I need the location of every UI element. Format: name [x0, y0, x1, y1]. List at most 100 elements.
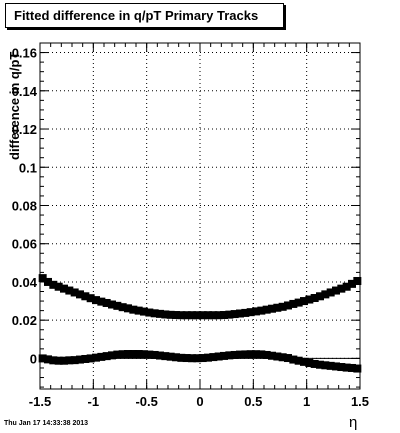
data-point-series-1	[44, 277, 52, 286]
data-point-series-2	[284, 354, 292, 363]
y-tick-label: 0.06	[12, 237, 37, 252]
data-point-series-2	[172, 353, 180, 362]
data-point-series-1	[140, 307, 148, 316]
data-point-series-2	[241, 350, 250, 359]
data-point-series-2	[76, 355, 84, 364]
data-point-series-1	[198, 311, 207, 320]
data-point-series-1	[305, 295, 314, 304]
x-axis-label: η	[349, 414, 358, 431]
y-tick-label: 0.16	[12, 46, 37, 61]
data-point-series-2	[198, 354, 207, 363]
data-point-series-2	[60, 356, 68, 365]
data-point-series-2	[310, 359, 319, 368]
data-point-series-1	[65, 286, 74, 295]
chart-title: Fitted difference in q/pT Primary Tracks	[5, 3, 284, 28]
data-point-series-2	[113, 350, 122, 359]
data-point-series-2	[273, 352, 282, 361]
data-point-series-2	[337, 363, 346, 372]
data-point-series-2	[177, 353, 186, 362]
data-point-series-2	[220, 351, 228, 360]
data-point-series-2	[316, 360, 324, 369]
data-point-series-1	[129, 305, 138, 314]
data-point-series-1	[188, 311, 196, 320]
data-point-series-2	[268, 351, 276, 360]
data-point-series-1	[214, 311, 223, 320]
y-tick-label: 0.08	[12, 198, 37, 213]
data-point-series-1	[278, 302, 287, 311]
data-point-series-1	[348, 279, 356, 288]
data-point-series-1	[284, 301, 292, 310]
data-point-series-1	[177, 311, 186, 320]
data-point-series-1	[332, 286, 340, 295]
data-point-series-2	[166, 352, 175, 361]
data-point-series-2	[342, 363, 351, 372]
data-point-series-1	[252, 307, 260, 316]
data-point-series-1	[262, 305, 271, 314]
data-point-series-1	[257, 306, 266, 315]
data-point-series-2	[214, 352, 223, 361]
data-point-series-1	[54, 282, 63, 291]
data-point-series-2	[124, 350, 132, 359]
data-point-series-1	[230, 310, 239, 319]
data-point-series-2	[230, 350, 239, 359]
data-point-series-1	[353, 276, 362, 285]
data-point-series-2	[92, 353, 100, 362]
data-point-series-1	[150, 309, 159, 318]
data-point-series-1	[172, 311, 180, 320]
data-point-series-2	[65, 356, 74, 365]
data-point-series-2	[262, 350, 271, 359]
data-point-series-2	[204, 353, 212, 362]
data-point-series-2	[225, 351, 234, 360]
data-point-series-1	[156, 309, 164, 318]
data-point-series-2	[193, 354, 202, 363]
data-point-series-2	[54, 356, 63, 365]
data-point-series-2	[145, 350, 154, 359]
data-point-series-1	[60, 284, 68, 293]
y-tick-label: 0.14	[12, 84, 38, 99]
data-point-series-1	[294, 298, 303, 307]
data-point-series-1	[337, 284, 346, 293]
data-point-series-1	[321, 290, 330, 299]
y-axis-label: difference in q/pT	[7, 51, 22, 160]
data-point-series-2	[150, 350, 159, 359]
data-point-series-1	[124, 304, 132, 313]
data-point-series-2	[294, 356, 303, 365]
data-point-series-2	[70, 356, 79, 365]
data-point-series-1	[108, 300, 116, 309]
data-point-series-1	[316, 292, 324, 301]
data-point-series-2	[332, 362, 340, 371]
data-point-series-1	[268, 304, 276, 313]
x-tick-label: -1.5	[29, 394, 51, 409]
data-point-series-1	[118, 303, 127, 312]
data-point-series-2	[129, 350, 138, 359]
data-point-series-2	[38, 354, 47, 363]
data-point-series-2	[134, 350, 143, 359]
data-point-series-1	[97, 297, 106, 306]
data-point-series-2	[108, 351, 116, 360]
data-point-series-1	[113, 301, 122, 310]
data-point-series-1	[86, 294, 95, 303]
data-point-series-2	[289, 355, 298, 364]
data-point-series-2	[278, 353, 287, 362]
data-point-series-1	[134, 306, 143, 315]
data-point-series-2	[182, 354, 191, 363]
data-point-series-1	[241, 308, 250, 317]
data-point-series-1	[209, 311, 218, 320]
data-point-series-1	[49, 280, 58, 289]
data-point-series-2	[118, 350, 127, 359]
data-point-series-2	[161, 352, 170, 361]
data-point-series-1	[273, 303, 282, 312]
y-tick-label: 0.04	[12, 275, 38, 290]
x-tick-label: 1	[303, 394, 310, 409]
y-tick-label: 0	[30, 351, 37, 366]
data-point-series-1	[70, 288, 79, 297]
x-tick-label: 1.5	[351, 394, 369, 409]
data-point-series-1	[76, 290, 84, 299]
data-point-series-2	[97, 352, 106, 361]
data-point-series-2	[209, 353, 218, 362]
data-point-series-1	[182, 311, 191, 320]
data-point-series-1	[342, 282, 351, 291]
data-point-series-2	[102, 352, 111, 361]
data-point-series-2	[305, 359, 314, 368]
